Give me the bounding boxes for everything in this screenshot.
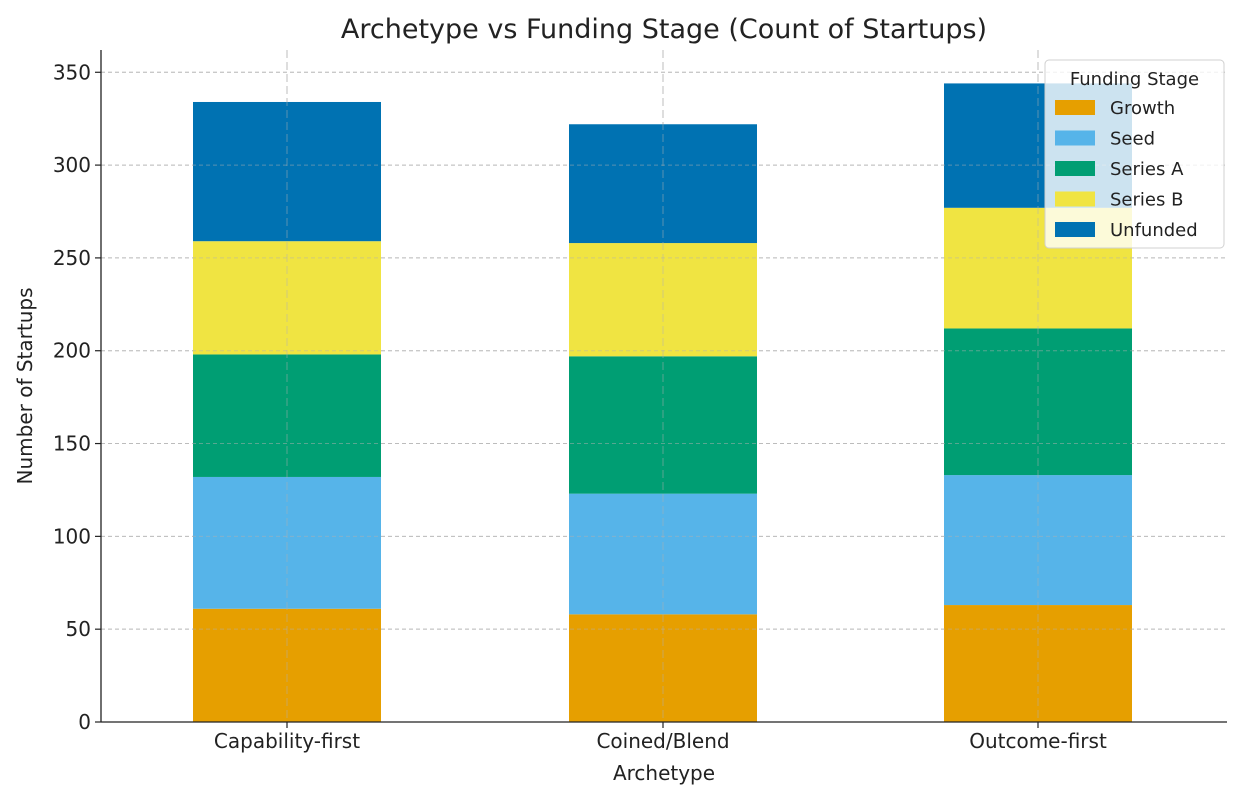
x-tick-label: Capability-first <box>214 729 360 753</box>
legend-title: Funding Stage <box>1070 69 1199 90</box>
legend-label: Seed <box>1110 129 1155 150</box>
legend: Funding Stage Growth Seed Series A Series B U… <box>1044 59 1225 249</box>
legend-swatch-series-a <box>1055 161 1095 176</box>
y-tick-label: 100 <box>53 524 91 548</box>
x-axis-label: Archetype <box>613 761 715 785</box>
legend-swatch-growth <box>1055 100 1095 115</box>
bars <box>101 50 1227 723</box>
legend-swatch-unfunded <box>1055 222 1095 237</box>
legend-label: Series B <box>1110 190 1183 211</box>
chart-title: Archetype vs Funding Stage (Count of Sta… <box>341 14 987 45</box>
y-tick-label: 50 <box>66 617 91 641</box>
x-tick-label: Outcome-first <box>969 729 1107 753</box>
legend-label: Unfunded <box>1110 220 1198 241</box>
x-tick-label: Coined/Blend <box>596 729 729 753</box>
y-tick-label: 0 <box>78 710 91 734</box>
y-tick-label: 200 <box>53 339 91 363</box>
legend-label: Series A <box>1110 159 1184 180</box>
y-tick-label: 350 <box>53 60 91 84</box>
y-tick-label: 250 <box>53 246 91 270</box>
y-axis-label: Number of Startups <box>13 288 37 485</box>
legend-swatch-seed <box>1055 130 1095 146</box>
y-tick-label: 150 <box>53 432 91 456</box>
y-tick-label: 300 <box>53 153 91 177</box>
legend-swatch-series-b <box>1055 191 1095 207</box>
axes: 0 50 100 150 200 250 300 350 Capability-first Coi… <box>53 50 1227 753</box>
legend-label: Growth <box>1110 98 1175 119</box>
